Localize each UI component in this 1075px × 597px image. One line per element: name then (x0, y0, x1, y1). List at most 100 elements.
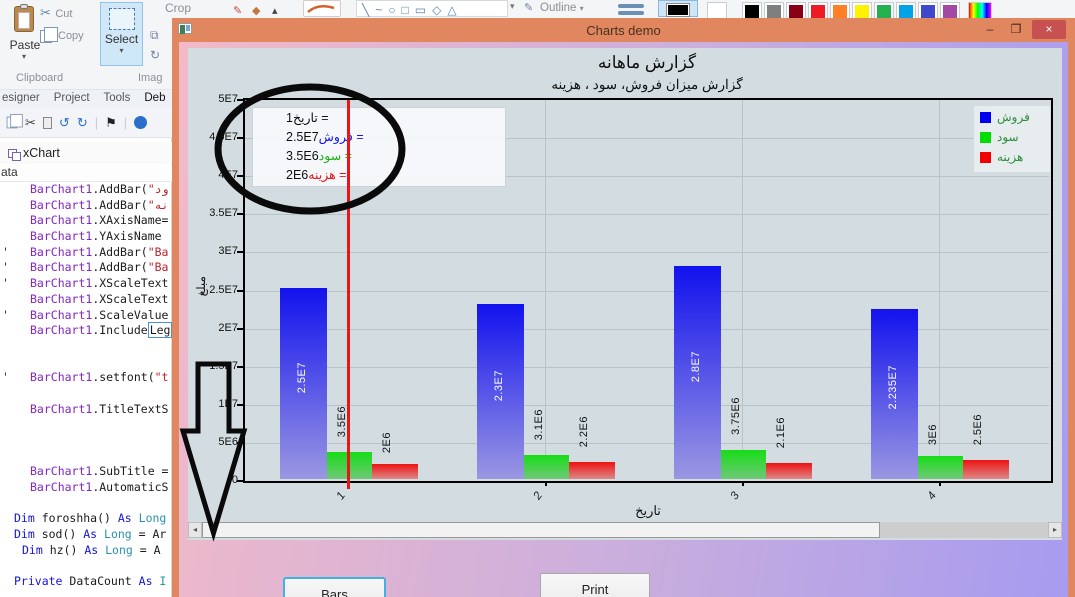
legend-swatch (980, 131, 991, 143)
paste-button[interactable]: Paste ▾ (6, 4, 44, 70)
code-line: BarChart1.Include Leg (30, 322, 173, 339)
bookmark-icon[interactable]: ⚑ (105, 114, 117, 130)
menu-item-deb[interactable]: Deb (144, 92, 166, 104)
outline-dropdown-arrow: ▾ (579, 4, 584, 13)
ide-panel: esigner Project Tools Deb ✂ ↺ ↻ | ⚑ | xChar… (0, 90, 173, 597)
paste-icon[interactable] (42, 116, 52, 129)
code-line: Dim foroshha() As Long (14, 511, 167, 526)
cut-icon[interactable]: ✂ (25, 114, 36, 130)
object-dropdown[interactable]: xChart (0, 142, 172, 164)
chart-control: گزارش ماهانه گزارش میزان فروش، سود ، هزی… (188, 48, 1062, 540)
member-dropdown-value: ata (1, 165, 18, 179)
fill-tool-icon[interactable]: ◆ (252, 5, 261, 17)
x-tick-label: 3 (728, 489, 742, 503)
bar-value-label: 2.3E7 (492, 369, 505, 401)
window-title-bar[interactable]: Charts demo – ❒ × (172, 18, 1075, 42)
chart-subtitle: گزارش میزان فروش، سود ، هزینه (551, 77, 743, 92)
y-tick-mark (237, 213, 243, 216)
code-line: ' BarChart1.setfont("t (2, 370, 169, 385)
legend-swatch (980, 111, 991, 123)
outline-button[interactable]: Outline ▾ (540, 2, 584, 14)
paste-dropdown-arrow[interactable]: ▾ (22, 52, 27, 61)
size-icon-line2 (618, 11, 644, 15)
crop-label[interactable]: Crop (165, 1, 192, 15)
member-dropdown[interactable]: ata (0, 165, 172, 182)
text-tool-icon[interactable]: ▴ (272, 5, 278, 17)
chart-scrollbar[interactable]: ◂ ▸ (188, 522, 1062, 538)
bar-value-label: 2E6 (381, 432, 393, 454)
shape-button[interactable]: ○ (388, 3, 396, 17)
shape-button[interactable]: ╲ (362, 3, 370, 17)
bars-button[interactable]: Bars (283, 577, 386, 597)
shape-button[interactable]: ▭ (414, 3, 427, 17)
select-tool-button[interactable]: Select ▾ (100, 2, 143, 66)
shape-button[interactable]: ◇ (432, 3, 442, 17)
undo-icon[interactable]: ↺ (58, 114, 70, 130)
code-line (0, 449, 172, 465)
form-background: گزارش ماهانه گزارش میزان فروش، سود ، هزی… (179, 42, 1068, 597)
shape-button[interactable]: △ (447, 3, 457, 17)
code-line: ' BarChart1.ScaleValue (2, 307, 169, 322)
menu-item-tools[interactable]: Tools (103, 92, 131, 104)
pencil-tool-icon[interactable]: ✎ (233, 5, 243, 17)
scrollbar-right-arrow[interactable]: ▸ (1048, 522, 1062, 538)
menu-item-project[interactable]: Project (53, 92, 90, 104)
chart-title: گزارش ماهانه (597, 53, 697, 72)
copy-icon[interactable] (6, 113, 23, 129)
code-line: ' BarChart1.XScaleText (2, 276, 169, 291)
shape-button[interactable]: □ (401, 3, 409, 17)
y-tick-mark (237, 480, 243, 482)
minimize-button[interactable]: – (986, 22, 994, 36)
tooltip-row: 3.5E6سود = (286, 149, 352, 163)
color1-button[interactable] (658, 0, 698, 17)
shapes-scroll-arrow[interactable]: ▾ (510, 1, 515, 11)
code-editor[interactable]: BarChart1.AddBar("ود BarChart1.AddBar("نه… (0, 182, 173, 590)
code-line: BarChart1.AddBar("ود (30, 182, 169, 196)
scrollbar-thumb[interactable] (202, 522, 880, 538)
window-title: Charts demo (586, 22, 661, 38)
maximize-button[interactable]: ❒ (1010, 22, 1022, 36)
class-view-icon (8, 148, 21, 161)
code-line (0, 433, 172, 449)
toolbar-separator: | (94, 115, 99, 130)
size-icon[interactable] (618, 4, 644, 8)
legend-label: فروش (997, 110, 1030, 124)
cut-button[interactable]: ✂ Cut (40, 4, 95, 20)
x-tick-label: 1 (334, 489, 348, 503)
copy-button[interactable]: Copy (40, 26, 100, 44)
cut-scissors-icon: ✂ (40, 5, 51, 20)
y-tick-mark (237, 137, 243, 140)
code-line: Dim sod() As Long = Ar (14, 527, 167, 542)
x-tick-mark (742, 481, 744, 486)
close-button[interactable]: × (1032, 20, 1066, 39)
resize-icon[interactable]: ⧉ (150, 28, 159, 42)
y-tick-label: 2.5E7 (209, 283, 238, 296)
select-rectangle-icon (108, 8, 135, 30)
shape-button[interactable]: ~ (375, 3, 383, 17)
ide-toolbar: ✂ ↺ ↻ | ⚑ | (0, 108, 172, 138)
legend-item: هزینه (980, 150, 1023, 164)
navigate-icon[interactable] (134, 116, 148, 129)
code-line: BarChart1.TitleTextS (30, 401, 169, 416)
gridline-horizontal (245, 138, 1049, 140)
rotate-icon[interactable]: ↻ (150, 48, 161, 62)
brush-button[interactable] (303, 0, 341, 17)
bar-سود (327, 452, 372, 479)
gridline-horizontal (245, 176, 1049, 178)
code-line (0, 496, 172, 512)
charts-demo-window: Charts demo – ❒ × گزارش ماهانه گزارش میز… (172, 18, 1075, 597)
bar-value-label: 3.75E6 (730, 396, 742, 435)
legend-label: سود (997, 130, 1019, 144)
bar-value-label: 3.1E6 (533, 409, 545, 441)
x-tick-label: 2 (531, 489, 545, 503)
scrollbar-left-arrow[interactable]: ◂ (188, 522, 202, 538)
select-dropdown-arrow[interactable]: ▾ (119, 46, 124, 55)
menu-item-esigner[interactable]: esigner (2, 92, 40, 104)
gridline-vertical (545, 100, 546, 479)
y-tick-label: 5E7 (218, 93, 238, 105)
redo-icon[interactable]: ↻ (76, 114, 88, 130)
shapes-gallery[interactable]: ╲ ~ ○ □ ▭ ◇ △ (356, 0, 508, 17)
bar-value-label: 2.1E6 (775, 417, 787, 449)
print-button[interactable]: Print (540, 573, 650, 597)
